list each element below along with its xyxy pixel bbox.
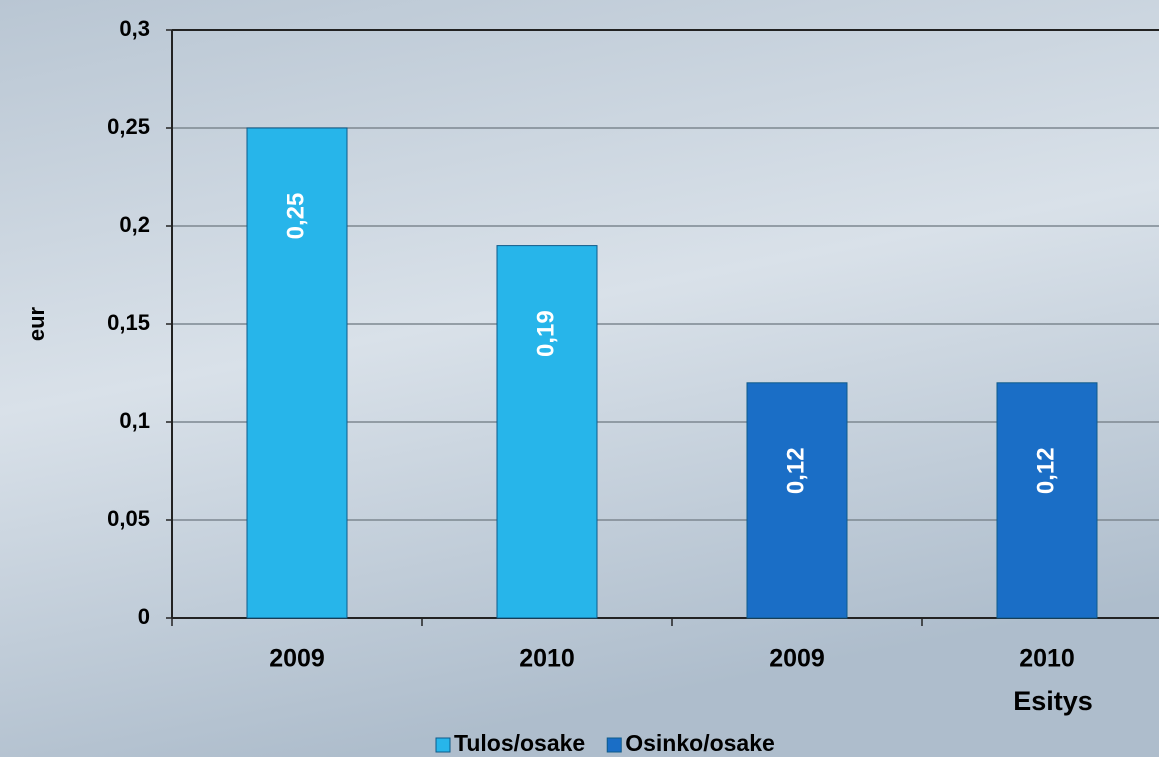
bar	[746, 382, 848, 619]
y-tick-label: 0,1	[119, 408, 150, 433]
y-axis-label: eur	[24, 306, 49, 341]
y-tick-label: 0,25	[107, 114, 150, 139]
x-tick-label: 2010	[519, 645, 575, 673]
x-tick-label: 2010	[1019, 645, 1075, 673]
bar	[996, 382, 1098, 619]
y-tick-label: 0,3	[119, 16, 150, 41]
y-tick-label: 0,15	[107, 310, 150, 335]
bar	[496, 245, 598, 619]
x-tick-label: 2009	[269, 645, 325, 673]
legend-swatch	[606, 737, 622, 753]
data-label: 0,12	[1032, 447, 1059, 494]
y-tick-label: 0,05	[107, 506, 150, 531]
legend-label: Tulos/osake	[454, 730, 585, 756]
annotation: Esitys	[1013, 686, 1093, 716]
data-label: 0,12	[782, 447, 809, 494]
y-tick-label: 0	[138, 604, 150, 629]
data-label: 0,19	[532, 310, 559, 357]
legend-label: Osinko/osake	[625, 730, 775, 756]
bar	[246, 127, 348, 619]
legend-swatch	[435, 737, 451, 753]
data-label: 0,25	[282, 193, 309, 240]
x-tick-label: 2009	[769, 645, 825, 673]
y-tick-label: 0,2	[119, 212, 150, 237]
